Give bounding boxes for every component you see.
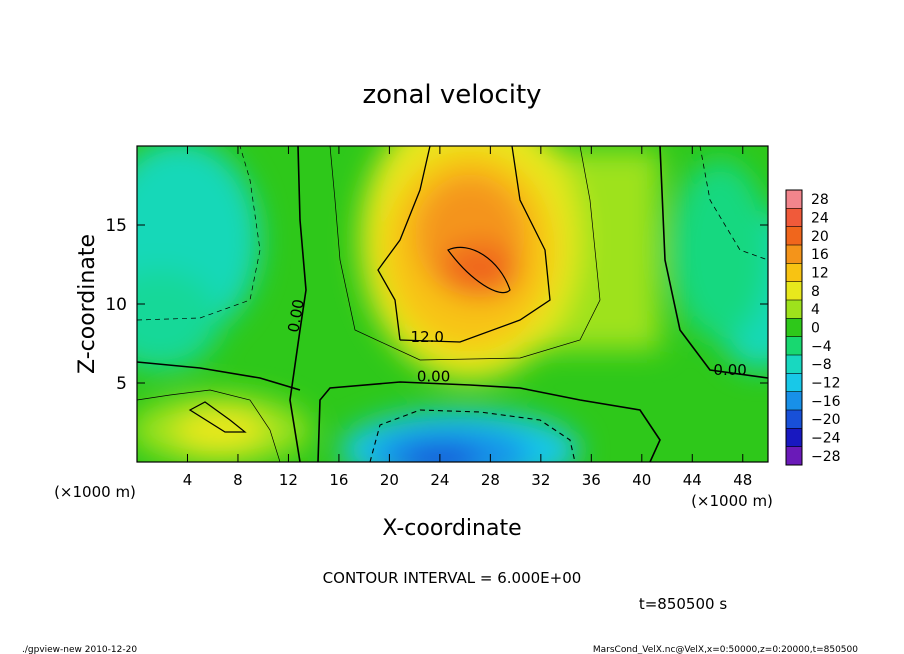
colorbar-swatch <box>786 300 802 319</box>
colorbar-label: 12 <box>811 266 829 282</box>
x-tick-label: 32 <box>531 471 550 489</box>
colorbar-label: 0 <box>811 321 820 337</box>
colorbar-label: 28 <box>811 192 829 208</box>
colorbar-swatch <box>786 318 802 338</box>
x-axis: 4 8 12 16 20 24 28 32 36 40 44 48 <box>183 146 752 489</box>
colorbar-swatch <box>786 391 802 411</box>
contour-lines <box>137 146 768 462</box>
heatmap-field <box>137 146 768 462</box>
x-tick-label: 40 <box>632 471 651 489</box>
x-tick-label: 16 <box>329 471 348 489</box>
colorbar-swatch <box>786 355 802 374</box>
colorbar-swatch <box>786 245 802 264</box>
x-axis-label: X-coordinate <box>382 516 521 541</box>
contour-label: 0.00 <box>713 361 746 379</box>
x-tick-label: 20 <box>380 471 399 489</box>
colorbar-swatch <box>786 208 802 228</box>
source-info: MarsCond_VelX.nc@VelX,x=0:50000,z=0:2000… <box>593 645 858 654</box>
colorbar-label: −16 <box>811 394 841 410</box>
contour-label: 0.00 <box>417 367 450 385</box>
colorbar-label: −20 <box>811 412 841 428</box>
x-unit-note-right: (×1000 m) <box>691 492 773 510</box>
colorbar-label: −28 <box>811 449 841 465</box>
y-axis-label: Z-coordinate <box>75 234 100 374</box>
colorbar-label: −12 <box>811 376 841 392</box>
program-info: ./gpview-new 2010-12-20 <box>22 645 137 654</box>
colorbar-swatch <box>786 226 802 246</box>
time-stamp: t=850500 s <box>639 595 727 613</box>
colorbar-swatch <box>786 336 802 356</box>
x-tick-label: 4 <box>183 471 193 489</box>
colorbar-swatch <box>786 190 802 209</box>
y-tick-label: 15 <box>105 216 127 236</box>
colorbar-label: 24 <box>811 211 829 227</box>
x-tick-label: 28 <box>481 471 500 489</box>
colorbar: 28 24 20 16 12 8 4 0 −4 −8 −12 −16 −20 −24 −28 <box>785 189 841 466</box>
contour-interval: CONTOUR INTERVAL = 6.000E+00 <box>323 569 582 587</box>
x-tick-label: 24 <box>430 471 449 489</box>
colorbar-label: 8 <box>811 284 820 300</box>
contour-label: 12.0 <box>411 328 444 346</box>
colorbar-swatch <box>786 263 802 283</box>
x-tick-label: 36 <box>582 471 601 489</box>
colorbar-label: −4 <box>811 339 832 355</box>
y-tick-label: 10 <box>105 295 127 315</box>
contour-labels: 0.00 12.0 0.00 0.00 <box>284 298 746 386</box>
colorbar-label: −8 <box>811 357 832 373</box>
x-tick-label: 44 <box>683 471 702 489</box>
colorbar-swatch <box>786 373 802 393</box>
x-tick-label: 8 <box>233 471 243 489</box>
colorbar-swatch <box>786 281 802 301</box>
chart-title: zonal velocity <box>362 80 541 110</box>
x-tick-label: 48 <box>733 471 752 489</box>
y-tick-label: 5 <box>116 374 127 394</box>
x-unit-note: (×1000 m) <box>54 483 136 501</box>
colorbar-swatch <box>786 446 802 466</box>
colorbar-label: 4 <box>811 302 820 318</box>
colorbar-label: 16 <box>811 247 829 263</box>
colorbar-label: −24 <box>811 431 841 447</box>
contour-label: 0.00 <box>284 298 308 334</box>
colorbar-swatch <box>786 428 802 448</box>
colorbar-label: 20 <box>811 229 829 245</box>
x-tick-label: 12 <box>279 471 298 489</box>
y-axis: 5 10 15 <box>105 216 768 394</box>
colorbar-swatch <box>786 410 802 429</box>
